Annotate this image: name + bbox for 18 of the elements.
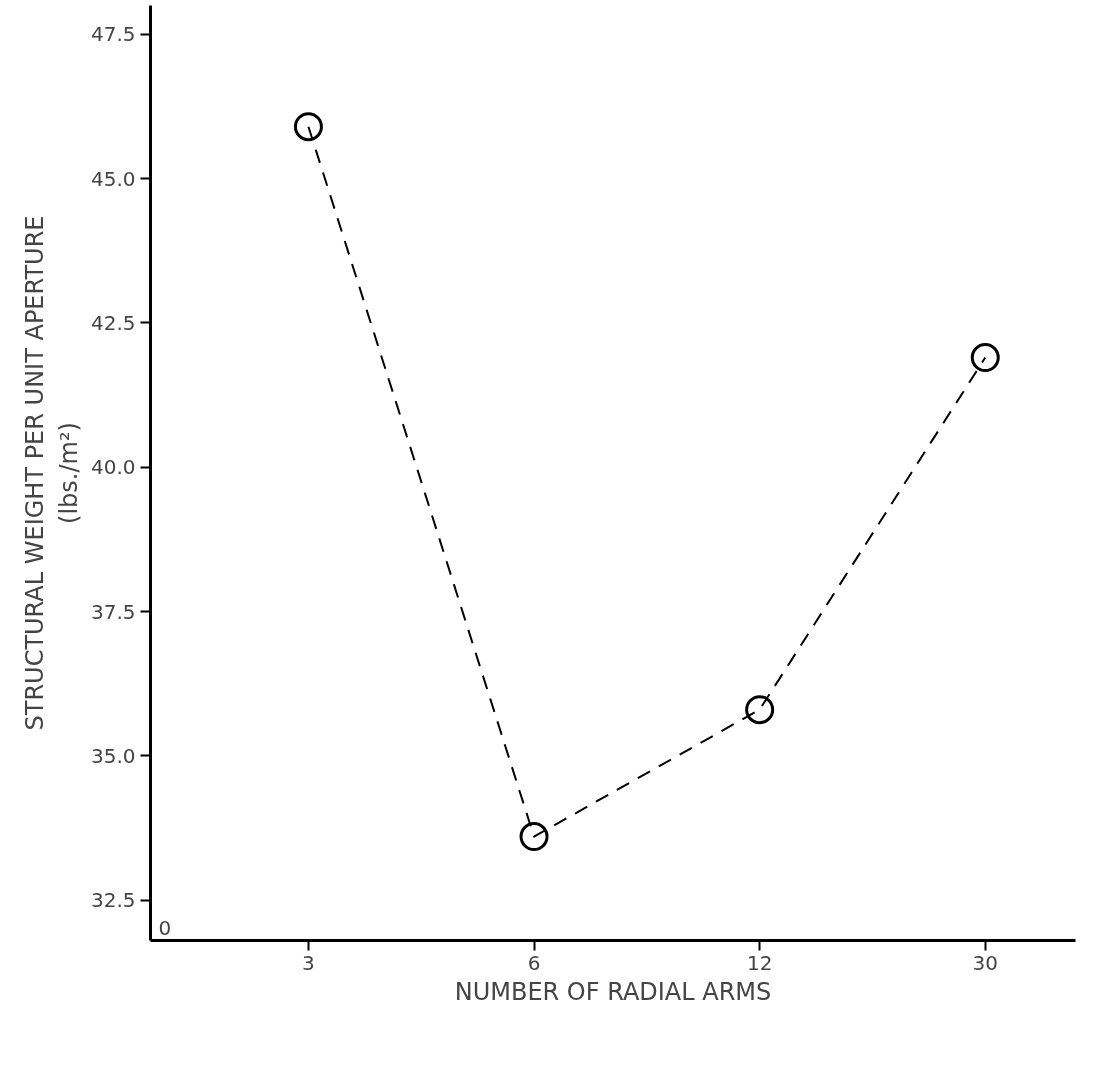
point bbox=[519, 822, 549, 852]
x-tick-label: 6 bbox=[527, 950, 541, 975]
x-axis-title: NUMBER OF RADIAL ARMS bbox=[454, 977, 772, 1006]
y-tick-label: 45.0 bbox=[90, 166, 136, 191]
point bbox=[970, 343, 1000, 373]
x-tick-label: 12 bbox=[746, 950, 773, 975]
y-tick-label: 42.5 bbox=[90, 310, 136, 335]
x-tick-label: 3 bbox=[302, 950, 315, 975]
y-axis-title: STRUCTURAL WEIGHT PER UNIT APERTURE (lbs./m²) bbox=[21, 215, 83, 731]
y-tick-label: 32.5 bbox=[90, 888, 136, 913]
y-tick-label: 40.0 bbox=[90, 455, 136, 480]
y-tick-label: 37.5 bbox=[90, 599, 136, 624]
point bbox=[745, 695, 775, 725]
y-tick-label: 35.0 bbox=[90, 743, 136, 768]
point bbox=[293, 112, 323, 142]
x-tick-label: 30 bbox=[972, 950, 998, 975]
y-tick-label: 47.5 bbox=[90, 22, 136, 47]
annotation: 0 bbox=[158, 915, 172, 940]
